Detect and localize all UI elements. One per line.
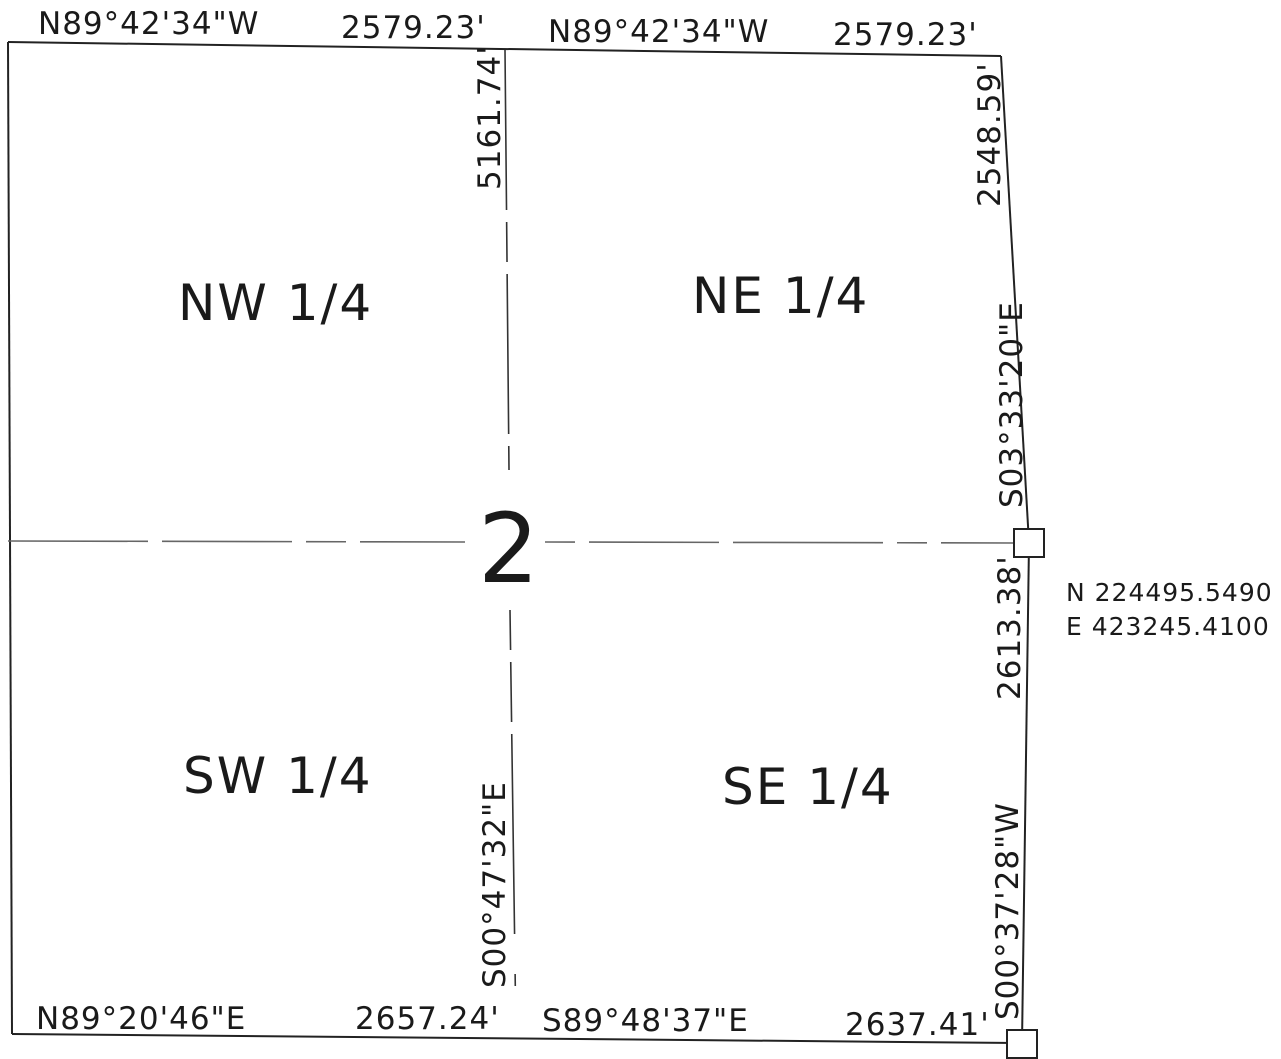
quarter-label-ne: NE 1/4	[692, 267, 869, 325]
south-west-bearing: N89°20'46"E	[36, 1001, 246, 1037]
center-line-south	[509, 609, 517, 1037]
monument-easting: E 423245.4100	[1066, 612, 1270, 641]
section-boundary	[7, 41, 1030, 1044]
east-north-bearing: S03°33'20"E	[994, 301, 1030, 508]
center-south-bearing: S00°47'32"E	[477, 781, 513, 988]
north-east-distance: 2579.23'	[833, 17, 978, 53]
monument-northing: N 224495.5490	[1066, 578, 1273, 607]
east-south-distance: 2613.38'	[992, 555, 1028, 700]
quarter-label-se: SE 1/4	[722, 758, 894, 816]
south-east-distance: 2637.41'	[845, 1007, 990, 1043]
quarter-label-sw: SW 1/4	[183, 747, 373, 805]
east-north-distance: 2548.59'	[972, 62, 1008, 207]
west-line	[7, 41, 13, 1035]
north-east-bearing: N89°42'34"W	[548, 14, 769, 50]
center-line-north	[504, 49, 510, 471]
quarter-label-nw: NW 1/4	[178, 274, 373, 332]
north-line	[7, 41, 1002, 57]
east-south-bearing: S00°37'28"W	[990, 802, 1026, 1020]
east-line-north	[1000, 55, 1030, 544]
east-west-line-east	[544, 541, 1015, 544]
east-west-line-west	[7, 540, 466, 543]
north-west-distance: 2579.23'	[341, 10, 486, 46]
monument-box-southeast-corner	[1006, 1029, 1038, 1059]
monument-box-east-quarter	[1013, 528, 1045, 558]
south-east-bearing: S89°48'37"E	[542, 1003, 749, 1039]
center-north-distance: 5161.74'	[472, 45, 508, 190]
section-number: 2	[478, 493, 539, 605]
north-west-bearing: N89°42'34"W	[38, 6, 259, 42]
quarter-lines	[7, 49, 1015, 1037]
south-west-distance: 2657.24'	[355, 1001, 500, 1037]
east-line-south	[1021, 542, 1030, 1044]
south-line	[11, 1033, 1023, 1044]
